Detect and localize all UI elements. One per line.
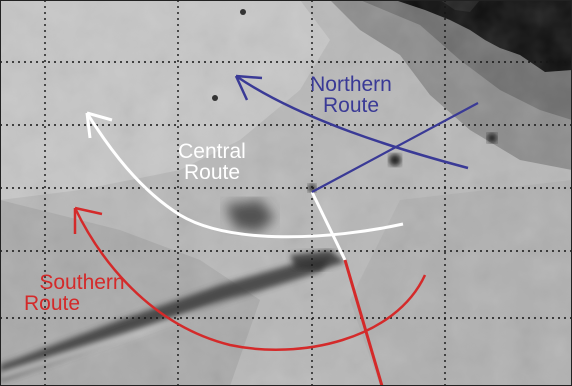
central-route-path (85, 112, 404, 239)
survey-track-white (310, 191, 347, 261)
dark-feature-center (225, 200, 275, 232)
northern-route-path (235, 74, 469, 170)
dark-spot (240, 9, 246, 15)
southern-route-path (73, 207, 427, 351)
central-route-label-line2: Route (184, 161, 240, 184)
northern-route-label-line1: Northern (310, 73, 392, 96)
survey-track-red (343, 259, 384, 386)
dark-spot (389, 154, 401, 166)
southern-route (73, 206, 427, 351)
southern-route-label-line1: Southern (39, 271, 124, 294)
dark-spot (212, 95, 218, 101)
northern-route-label-line2: Route (323, 94, 379, 117)
dark-feature-mid (290, 250, 345, 270)
southern-route-arrowhead (73, 206, 103, 234)
northern-route (234, 74, 469, 170)
central-route-arrowhead (85, 111, 113, 139)
southern-route-label-line2: Route (24, 292, 80, 315)
northern-route-arrowhead (234, 74, 263, 101)
central-route-label-line1: Central (178, 140, 246, 163)
light-streak (0, 292, 250, 380)
central-route (85, 111, 404, 239)
dark-spot (487, 133, 497, 143)
